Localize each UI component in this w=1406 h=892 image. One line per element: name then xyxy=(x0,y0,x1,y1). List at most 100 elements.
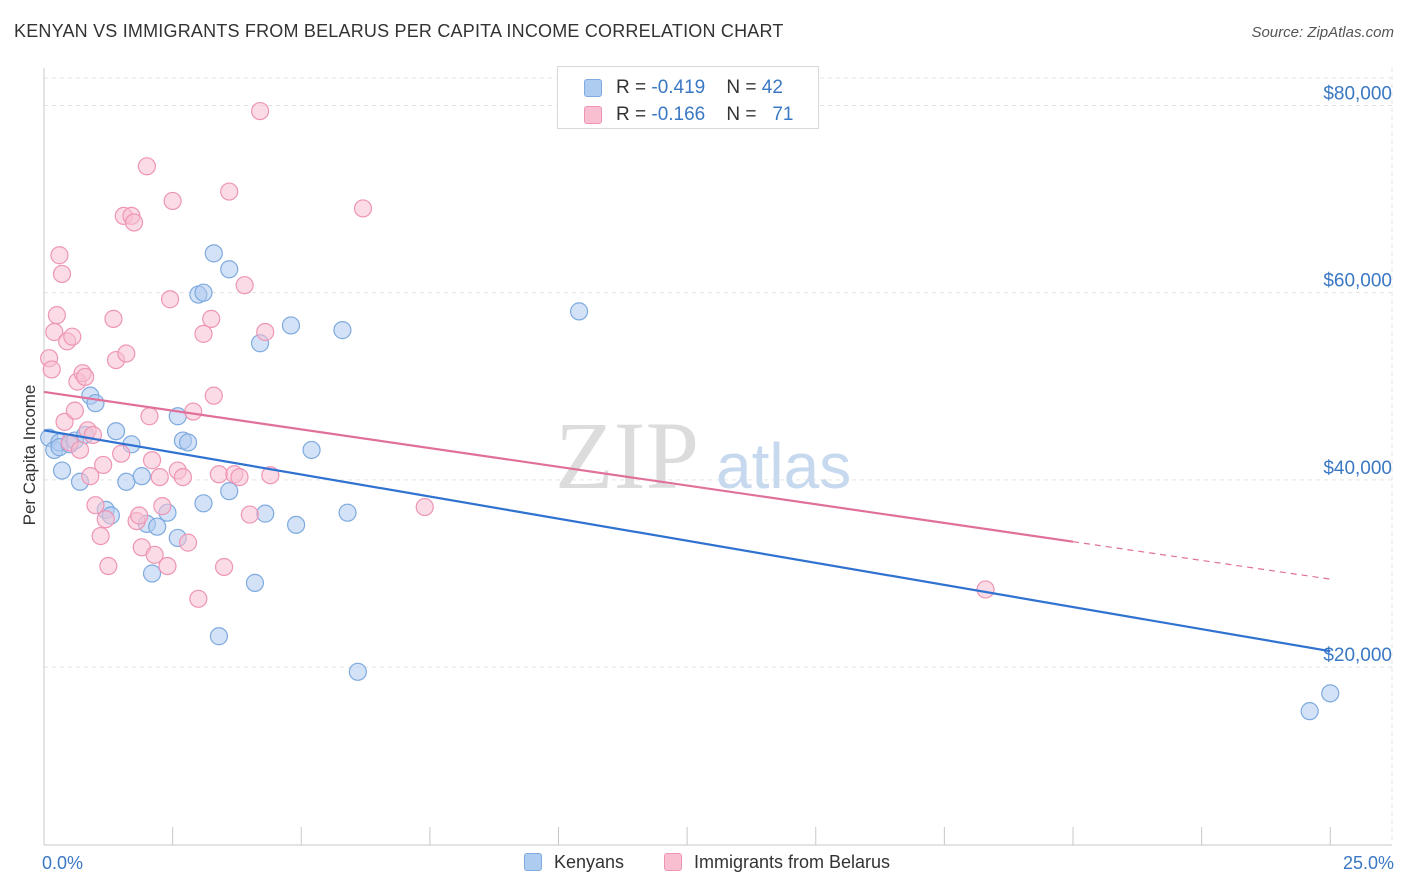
legend-belarus-text: R = -0.166 N = 71 xyxy=(616,104,793,126)
watermark-atlas: atlas xyxy=(716,430,851,502)
belarus-point xyxy=(96,510,115,529)
belarus-point xyxy=(81,467,100,486)
belarus-point xyxy=(184,402,203,421)
belarus-point xyxy=(76,367,95,387)
r-label: R = xyxy=(616,77,652,98)
kenyan-point xyxy=(302,440,321,460)
kenyan-point xyxy=(245,573,265,592)
x-axis-max-label: 25.0% xyxy=(1342,853,1394,873)
kenyan-point xyxy=(281,316,301,335)
belarus-point xyxy=(65,401,84,420)
correlation-legend: R = -0.419 N = 42 R = -0.166 N = 71 xyxy=(557,66,819,129)
belarus-point xyxy=(153,497,172,516)
y-tick-label: $80,000 xyxy=(1323,83,1392,104)
belarus-point xyxy=(160,290,180,309)
belarus-point xyxy=(63,327,82,346)
belarus-point xyxy=(47,306,66,325)
belarus-point xyxy=(52,264,72,284)
kenyans-legend-swatch xyxy=(524,853,542,871)
belarus-point xyxy=(173,467,193,487)
belarus-point xyxy=(194,324,213,343)
r-label: R = xyxy=(616,104,652,125)
belarus-point xyxy=(209,465,229,484)
belarus-point xyxy=(130,506,149,525)
kenyan-point xyxy=(132,467,151,486)
belarus-point xyxy=(235,276,254,295)
belarus-legend-swatch xyxy=(664,853,682,871)
belarus-point xyxy=(140,407,159,426)
kenyan-point xyxy=(52,461,72,480)
belarus-point xyxy=(99,556,118,576)
belarus-point xyxy=(415,497,434,517)
belarus-point xyxy=(86,496,105,515)
chart-title: KENYAN VS IMMIGRANTS FROM BELARUS PER CA… xyxy=(14,21,784,41)
belarus-trend-line xyxy=(43,390,1074,543)
kenyan-point xyxy=(287,515,306,534)
kenyan-point xyxy=(117,472,136,491)
belarus-point xyxy=(124,213,144,232)
source-credit: Source: ZipAtlas.com xyxy=(1251,24,1394,41)
y-tick-label: $60,000 xyxy=(1323,271,1392,292)
kenyans-legend-label: Kenyans xyxy=(554,852,625,872)
belarus-point xyxy=(240,505,259,524)
kenyan-point xyxy=(220,482,239,501)
y-tick-label: $20,000 xyxy=(1323,645,1392,666)
kenyan-point xyxy=(194,494,213,513)
belarus-point xyxy=(202,309,221,328)
belarus-point xyxy=(137,157,157,176)
belarus-point xyxy=(214,557,234,577)
belarus-trend-extension xyxy=(1072,541,1331,580)
kenyan-point xyxy=(338,503,357,522)
kenyan-point xyxy=(333,321,352,340)
kenyan-point xyxy=(142,564,162,583)
kenyan-point xyxy=(194,283,213,302)
belarus-legend-label: Immigrants from Belarus xyxy=(694,852,891,872)
kenyan-point xyxy=(348,662,367,681)
belarus-point xyxy=(42,360,61,379)
belarus-swatch xyxy=(584,106,602,124)
bottom-legend-kenyans: Kenyans xyxy=(524,852,624,873)
watermark-zip: ZIP xyxy=(555,402,699,509)
belarus-point xyxy=(256,322,275,342)
belarus-point xyxy=(204,386,223,405)
x-axis-min-label: 0.0% xyxy=(42,853,84,873)
n-value-belarus: 71 xyxy=(772,104,794,125)
belarus-point xyxy=(50,246,69,265)
belarus-point xyxy=(976,580,995,599)
legend-kenyans-text: R = -0.419 N = 42 xyxy=(616,77,783,99)
n-label: N = xyxy=(726,104,762,125)
kenyan-point xyxy=(220,260,239,279)
kenyan-point xyxy=(1321,684,1340,703)
belarus-point xyxy=(220,182,239,201)
kenyan-point xyxy=(1300,702,1319,721)
belarus-point xyxy=(117,344,136,363)
kenyan-point xyxy=(209,627,229,646)
kenyan-point xyxy=(204,244,223,263)
kenyan-point xyxy=(106,422,126,441)
kenyans-swatch xyxy=(584,79,602,97)
belarus-point xyxy=(104,309,123,328)
n-label: N = xyxy=(726,77,762,98)
belarus-point xyxy=(353,199,373,218)
belarus-point xyxy=(70,440,90,460)
kenyan-point xyxy=(256,504,275,523)
r-value-kenyans: -0.419 xyxy=(651,77,706,98)
belarus-point xyxy=(142,451,162,470)
belarus-point xyxy=(158,556,177,576)
y-tick-label: $40,000 xyxy=(1323,458,1392,479)
belarus-point xyxy=(145,545,164,564)
belarus-point xyxy=(91,526,110,546)
belarus-point xyxy=(178,533,198,552)
kenyan-point xyxy=(178,433,198,452)
kenyan-trend-line xyxy=(43,429,1331,653)
bottom-legend-belarus: Immigrants from Belarus xyxy=(664,852,890,873)
belarus-point xyxy=(189,589,208,608)
n-value-kenyans: 42 xyxy=(761,77,783,98)
belarus-point xyxy=(230,467,249,487)
belarus-point xyxy=(150,467,169,487)
r-value-belarus: -0.166 xyxy=(651,104,706,125)
belarus-point xyxy=(250,101,270,121)
belarus-point xyxy=(83,425,102,445)
kenyan-point xyxy=(569,302,589,321)
